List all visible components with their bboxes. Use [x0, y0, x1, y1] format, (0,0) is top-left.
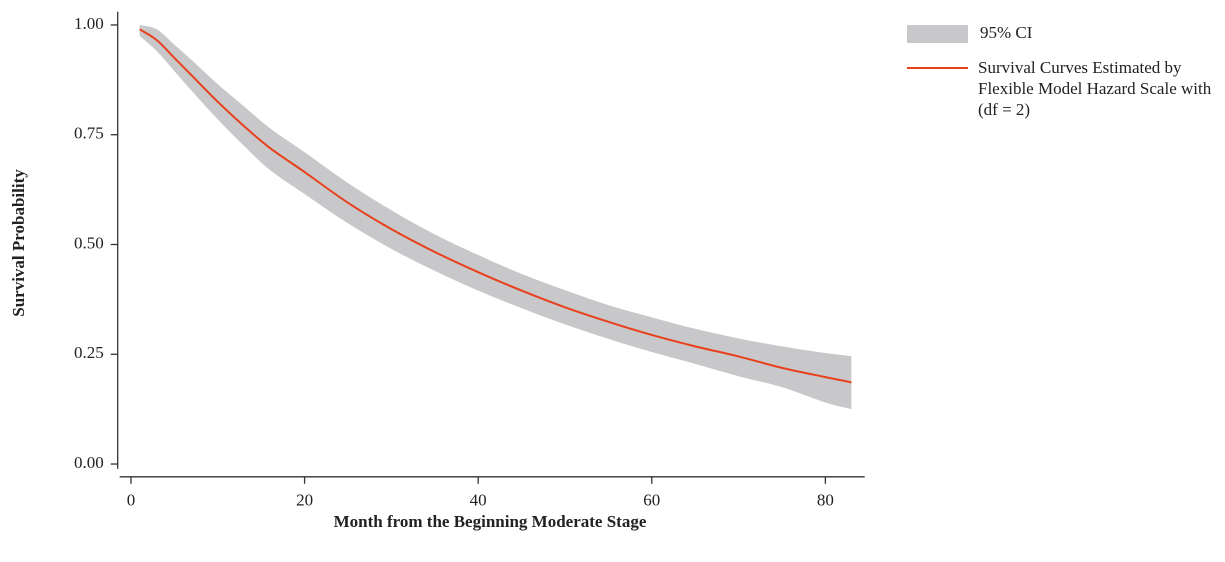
y-tick-label: 0.50 [74, 233, 104, 252]
y-tick-label: 0.25 [74, 343, 104, 362]
y-tick-label: 0.00 [74, 453, 104, 472]
x-axis-title: Month from the Beginning Moderate Stage [334, 512, 647, 531]
x-tick-label: 40 [470, 491, 487, 510]
legend-swatch [907, 25, 968, 43]
x-tick-label: 60 [643, 491, 660, 510]
ci-band [139, 24, 852, 410]
y-tick-label: 0.75 [74, 124, 104, 143]
y-axis-title: Survival Probability [9, 169, 28, 317]
y-tick-label: 1.00 [74, 14, 104, 33]
survival-line [139, 28, 852, 384]
legend-label: 95% CI [980, 23, 1033, 42]
x-tick-label: 80 [817, 491, 834, 510]
x-tick-label: 0 [127, 491, 136, 510]
x-tick-label: 20 [296, 491, 313, 510]
legend-label: Survival Curves Estimated by Flexible Mo… [978, 58, 1212, 119]
